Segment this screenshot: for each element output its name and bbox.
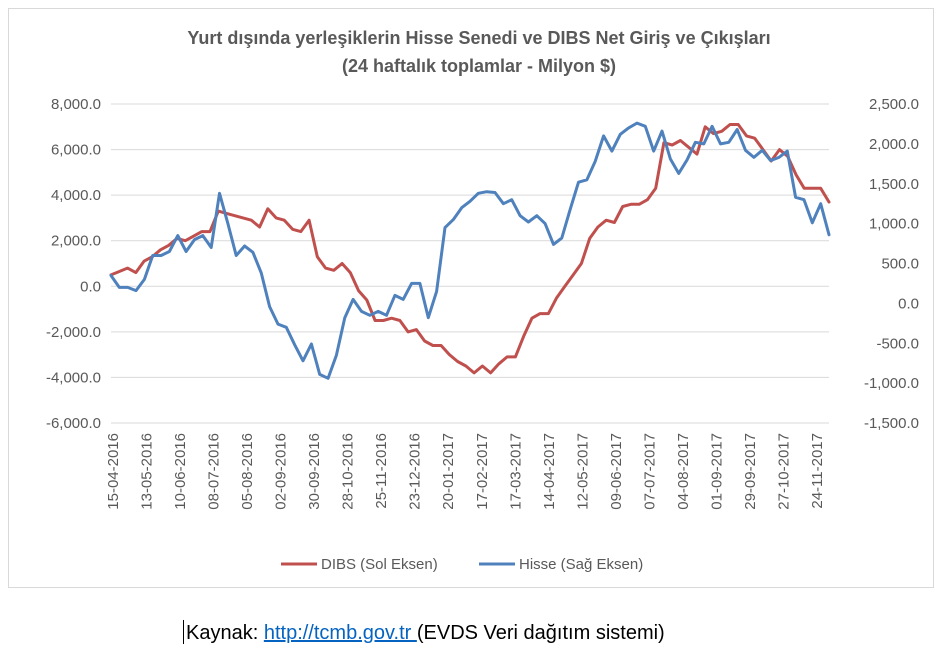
legend-label-hisse: Hisse (Sağ Eksen) [519,556,643,573]
legend: DIBS (Sol Eksen) Hisse (Sağ Eksen) [281,556,643,573]
x-tick-label: 30-09-2016 [306,433,323,510]
left-tick-label: 2,000.0 [51,233,101,250]
right-tick-label: 0.0 [898,295,919,312]
source-link[interactable]: http://tcmb.gov.tr [263,622,417,644]
chart-title: Yurt dışında yerleşiklerin Hisse Senedi … [187,28,770,76]
chart-title-line-2: (24 haftalık toplamlar - Milyon $) [342,56,616,76]
right-tick-label: -1,500.0 [864,415,919,432]
chart-svg: Yurt dışında yerleşiklerin Hisse Senedi … [46,28,919,573]
right-tick-label: 1,500.0 [869,176,919,193]
x-tick-label: 17-03-2017 [507,433,524,510]
x-tick-label: 07-07-2017 [641,433,658,510]
source-citation: Kaynak: http://tcmb.gov.tr (EVDS Veri da… [183,620,665,645]
legend-label-dibs: DIBS (Sol Eksen) [321,556,438,573]
left-axis-ticks: 8,000.0 6,000.0 4,000.0 2,000.0 0.0 -2,000.0 -… [46,96,101,432]
x-tick-label: 12-05-2017 [574,433,591,510]
left-tick-label: -2,000.0 [46,324,101,341]
right-tick-label: -1,000.0 [864,375,919,392]
x-tick-label: 09-06-2017 [608,433,625,510]
series-line-hisse [109,121,831,380]
series-lines [109,121,831,380]
x-tick-label: 02-09-2016 [273,433,290,510]
chart-title-line-1: Yurt dışında yerleşiklerin Hisse Senedi … [187,28,770,48]
left-tick-label: -6,000.0 [46,415,101,432]
x-tick-label: 13-05-2016 [139,433,156,510]
left-tick-label: 6,000.0 [51,142,101,159]
right-tick-label: 2,500.0 [869,96,919,113]
x-tick-label: 08-07-2016 [206,433,223,510]
chart-frame: Yurt dışında yerleşiklerin Hisse Senedi … [8,8,934,588]
right-tick-label: 1,000.0 [869,216,919,233]
x-tick-label: 29-09-2017 [742,433,759,510]
right-tick-label: 500.0 [881,256,919,273]
left-tick-label: 4,000.0 [51,187,101,204]
x-tick-label: 10-06-2016 [172,433,189,510]
text-cursor [183,620,184,644]
left-tick-label: 8,000.0 [51,96,101,113]
x-tick-label: 04-08-2017 [675,433,692,510]
x-tick-label: 17-02-2017 [474,433,491,510]
x-tick-label: 23-12-2016 [407,433,424,510]
right-axis-ticks: 2,500.0 2,000.0 1,500.0 1,000.0 500.0 0.0 -500… [864,96,919,432]
x-axis-ticks: 15-04-2016 13-05-2016 10-06-2016 08-07-2016… [105,433,826,510]
right-tick-label: 2,000.0 [869,136,919,153]
x-tick-label: 28-10-2016 [340,433,357,510]
source-suffix: (EVDS Veri dağıtım sistemi) [416,622,665,644]
x-tick-label: 20-01-2017 [440,433,457,510]
series-line-dibs [109,123,831,375]
x-tick-label: 05-08-2016 [239,433,256,510]
x-tick-label: 14-04-2017 [541,433,558,510]
left-tick-label: -4,000.0 [46,369,101,386]
source-prefix: Kaynak: [186,622,264,644]
right-tick-label: -500.0 [876,335,919,352]
x-tick-label: 27-10-2017 [775,433,792,510]
x-tick-label: 24-11-2017 [809,433,826,509]
x-tick-label: 01-09-2017 [708,433,725,510]
left-tick-label: 0.0 [80,278,101,295]
gridlines [111,103,829,424]
x-tick-label: 25-11-2016 [373,433,390,509]
x-tick-label: 15-04-2016 [105,433,122,510]
